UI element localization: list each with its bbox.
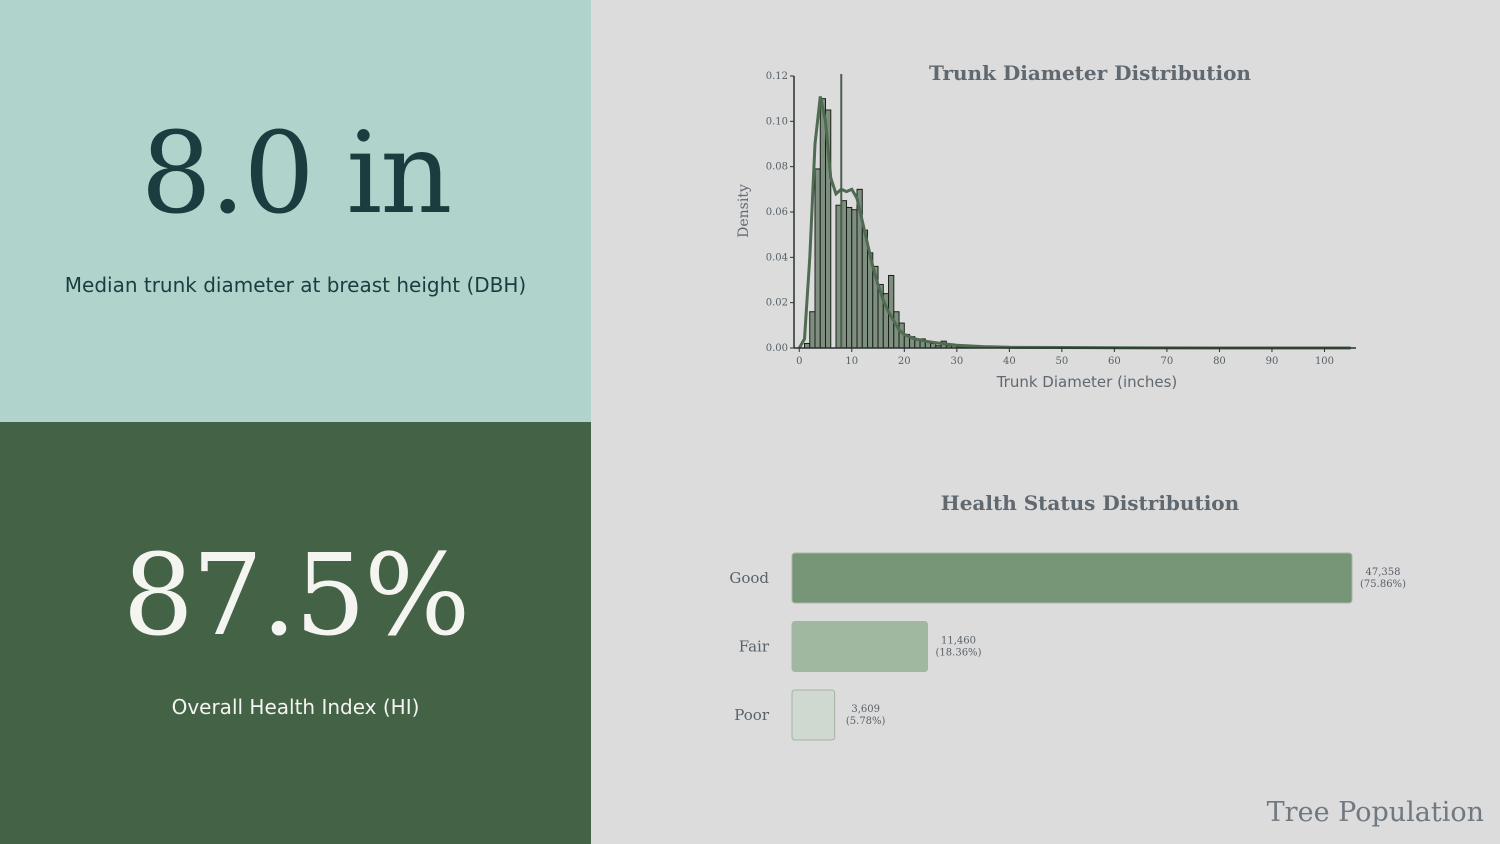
y-tick-label: 0.06 bbox=[766, 207, 788, 218]
y-tick-label: 0.00 bbox=[766, 343, 788, 354]
bar-count-label: 11,460 bbox=[941, 636, 976, 647]
histogram-title: Trunk Diameter Distribution bbox=[929, 61, 1251, 85]
bar-count-label: 3,609 bbox=[851, 704, 880, 715]
x-tick-label: 70 bbox=[1161, 356, 1174, 367]
category-label: Good bbox=[729, 569, 769, 587]
histogram-bar bbox=[851, 209, 858, 349]
y-tick-label: 0.10 bbox=[766, 116, 788, 127]
x-tick-label: 10 bbox=[845, 356, 858, 367]
histogram-bar bbox=[814, 168, 821, 349]
kde-line bbox=[797, 96, 1351, 350]
x-tick-label: 0 bbox=[796, 356, 802, 367]
health-status-bar-chart: Health Status Distribution Good 47,358(75… bbox=[729, 491, 1406, 741]
x-tick-label: 60 bbox=[1108, 356, 1121, 367]
health-kpi-panel: 87.5% Overall Health Index (HI) bbox=[0, 422, 591, 844]
x-tick-label: 80 bbox=[1213, 356, 1226, 367]
histogram-x-axis-label: Trunk Diameter (inches) bbox=[996, 373, 1178, 391]
dbh-kpi-panel: 8.0 in Median trunk diameter at breast h… bbox=[0, 0, 591, 422]
dbh-kpi-label: Median trunk diameter at breast height (… bbox=[64, 273, 527, 297]
category-label: Poor bbox=[734, 706, 770, 724]
trunk-diameter-histogram: Trunk Diameter Distribution 0.00 0.02 0.04… bbox=[736, 61, 1356, 391]
health-kpi-value: 87.5% bbox=[122, 531, 471, 661]
x-tick-label: 100 bbox=[1315, 356, 1334, 367]
dashboard-title: Tree Population bbox=[1266, 797, 1484, 828]
y-tick-label: 0.02 bbox=[766, 298, 788, 309]
x-tick-label: 50 bbox=[1056, 356, 1069, 367]
y-tick-label: 0.12 bbox=[766, 71, 788, 82]
x-tick-label: 30 bbox=[950, 356, 963, 367]
bar-percent-label: (75.86%) bbox=[1360, 579, 1406, 590]
health-kpi-label: Overall Health Index (HI) bbox=[171, 695, 420, 719]
health-chart-title: Health Status Distribution bbox=[941, 491, 1240, 515]
bar-count-label: 47,358 bbox=[1366, 567, 1401, 578]
x-tick-label: 40 bbox=[1003, 356, 1016, 367]
histogram-bar bbox=[846, 206, 853, 349]
health-bar bbox=[791, 689, 836, 741]
bar-percent-label: (18.36%) bbox=[936, 648, 982, 659]
category-label: Fair bbox=[739, 638, 770, 656]
dbh-kpi-value: 8.0 in bbox=[140, 109, 453, 239]
x-tick-label: 90 bbox=[1266, 356, 1279, 367]
y-tick-label: 0.04 bbox=[766, 252, 788, 263]
health-bar bbox=[791, 552, 1353, 604]
histogram-y-axis-label: Density bbox=[736, 184, 752, 238]
histogram-bar bbox=[809, 311, 816, 349]
x-tick-label: 20 bbox=[898, 356, 911, 367]
histogram-bar bbox=[819, 98, 827, 349]
bar-percent-label: (5.78%) bbox=[846, 716, 886, 727]
y-tick-label: 0.08 bbox=[766, 162, 788, 173]
health-bar bbox=[791, 621, 929, 672]
histogram-bar bbox=[861, 229, 869, 349]
